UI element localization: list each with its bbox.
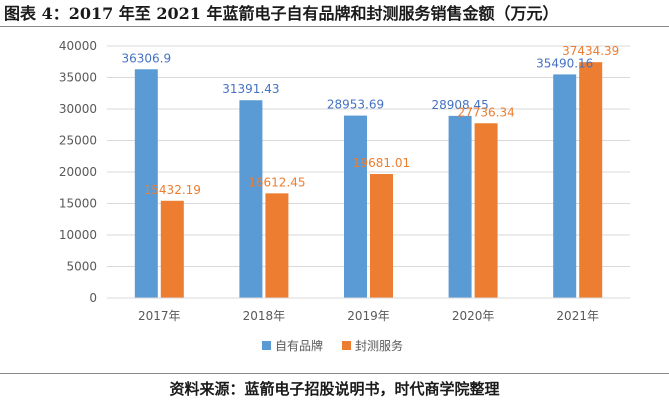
bar-packaging-testing: [160, 200, 184, 298]
data-label: 19681.01: [353, 156, 410, 170]
chart-container: 0 5000 10000 15000 20000 25000 30000 35000 40000…: [0, 28, 669, 372]
data-label: 27736.34: [457, 105, 514, 119]
x-tick-label: 2019年: [347, 309, 390, 323]
y-tick-label: 15000: [59, 197, 97, 211]
bar-packaging-testing: [579, 62, 603, 298]
bar-own-brand: [239, 100, 263, 298]
legend-swatch: [262, 341, 271, 350]
gridlines: [107, 45, 630, 267]
y-tick-label: 20000: [59, 165, 97, 179]
bar-own-brand: [344, 115, 367, 298]
data-label: 16612.45: [248, 175, 305, 189]
y-tick-label: 0: [89, 291, 97, 305]
data-label: 37434.39: [562, 44, 619, 58]
data-label: 28908.45: [431, 98, 488, 112]
figure-title: 图表 4：2017 年至 2021 年蓝箭电子自有品牌和封测服务销售金额（万元）: [4, 4, 559, 23]
bottom-rule: [0, 373, 669, 374]
y-axis-ticks: 0 5000 10000 15000 20000 25000 30000 35000 40000: [59, 39, 97, 305]
bars: [134, 62, 603, 299]
x-tick-label: 2017年: [138, 309, 181, 323]
x-tick-label: 2018年: [243, 309, 286, 323]
bar-chart: 0 5000 10000 15000 20000 25000 30000 35000 40000…: [59, 39, 630, 353]
data-label: 28953.69: [327, 98, 384, 112]
x-axis-ticks: 2017年 2018年 2019年 2020年 2021年: [138, 309, 599, 323]
legend: 自有品牌 封测服务: [262, 338, 403, 353]
y-tick-label: 40000: [59, 39, 97, 53]
data-label: 36306.9: [121, 51, 171, 65]
y-tick-label: 5000: [66, 260, 97, 274]
y-tick-label: 25000: [59, 134, 97, 148]
x-tick-label: 2021年: [556, 309, 599, 323]
x-tick-label: 2020年: [452, 309, 495, 323]
data-labels: 36306.9 15432.19 31391.43 16612.45 28953.69 1…: [121, 44, 619, 197]
data-label: 35490.16: [536, 56, 593, 70]
bar-own-brand: [553, 74, 577, 298]
source-note: 资料来源：蓝箭电子招股说明书，时代商学院整理: [169, 380, 500, 398]
y-tick-label: 10000: [59, 228, 97, 242]
bar-packaging-testing: [370, 174, 393, 298]
bar-packaging-testing: [265, 193, 289, 298]
bar-packaging-testing: [474, 123, 498, 299]
legend-label: 封测服务: [355, 338, 403, 353]
legend-label: 自有品牌: [275, 339, 323, 353]
data-label: 15432.19: [144, 183, 201, 197]
legend-swatch: [342, 341, 351, 350]
y-tick-label: 35000: [59, 71, 97, 85]
bar-own-brand: [448, 115, 472, 298]
top-rule: [0, 26, 669, 27]
data-label: 31391.43: [222, 82, 279, 96]
bar-own-brand: [134, 69, 158, 298]
y-tick-label: 30000: [59, 102, 97, 116]
